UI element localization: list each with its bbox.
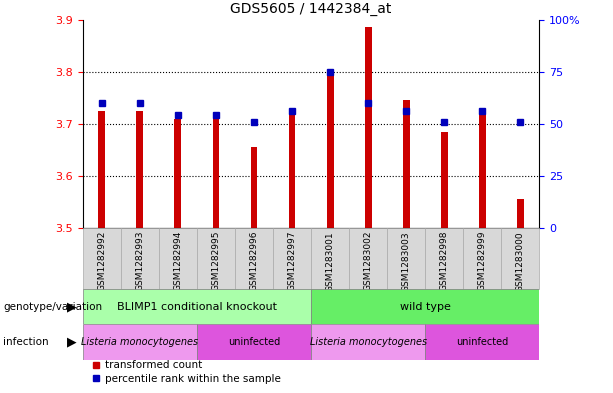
Text: ▶: ▶ [67, 300, 77, 313]
Text: GSM1282997: GSM1282997 [287, 231, 297, 292]
Bar [235, 228, 273, 289]
Text: GSM1282996: GSM1282996 [249, 231, 259, 292]
Text: GSM1282995: GSM1282995 [211, 231, 221, 292]
Text: GSM1283001: GSM1283001 [326, 231, 335, 292]
Bar [159, 228, 197, 289]
Text: uninfected: uninfected [228, 337, 280, 347]
Title: GDS5605 / 1442384_at: GDS5605 / 1442384_at [230, 2, 392, 16]
Text: ▶: ▶ [67, 335, 77, 349]
Text: BLIMP1 conditional knockout: BLIMP1 conditional knockout [117, 301, 277, 312]
Text: GSM1282998: GSM1282998 [440, 231, 449, 292]
Text: genotype/variation: genotype/variation [3, 301, 102, 312]
Text: GSM1282994: GSM1282994 [173, 231, 183, 291]
Bar [311, 324, 425, 360]
Text: infection: infection [3, 337, 48, 347]
Bar [349, 228, 387, 289]
Bar [501, 228, 539, 289]
Text: GSM1282992: GSM1282992 [97, 231, 106, 291]
Bar [83, 228, 121, 289]
Bar [121, 228, 159, 289]
Bar [403, 100, 409, 228]
Bar [83, 324, 197, 360]
Bar [517, 199, 524, 228]
Text: Listeria monocytogenes: Listeria monocytogenes [82, 337, 199, 347]
Legend: transformed count, percentile rank within the sample: transformed count, percentile rank withi… [88, 356, 284, 388]
Bar [463, 228, 501, 289]
Bar [213, 116, 219, 228]
Bar [311, 289, 539, 324]
Bar [98, 111, 105, 228]
Bar [311, 228, 349, 289]
Bar [83, 289, 311, 324]
Bar [289, 111, 295, 228]
Bar [441, 132, 447, 228]
Bar [137, 111, 143, 228]
Bar [479, 111, 485, 228]
Text: uninfected: uninfected [456, 337, 508, 347]
Text: wild type: wild type [400, 301, 451, 312]
Text: GSM1283000: GSM1283000 [516, 231, 525, 292]
Text: Listeria monocytogenes: Listeria monocytogenes [310, 337, 427, 347]
Bar [273, 228, 311, 289]
Bar [197, 324, 311, 360]
Bar [425, 324, 539, 360]
Text: GSM1283002: GSM1283002 [364, 231, 373, 292]
Bar [251, 147, 257, 228]
Text: GSM1282993: GSM1282993 [135, 231, 144, 292]
Bar [197, 228, 235, 289]
Bar [425, 228, 463, 289]
Text: GSM1283003: GSM1283003 [402, 231, 411, 292]
Text: GSM1282999: GSM1282999 [478, 231, 487, 292]
Bar [387, 228, 425, 289]
Bar [327, 72, 333, 228]
Bar [365, 28, 371, 228]
Bar [175, 119, 181, 228]
